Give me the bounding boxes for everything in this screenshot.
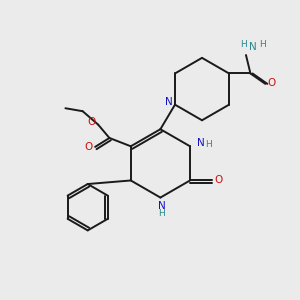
Text: H: H — [259, 40, 266, 49]
Text: O: O — [85, 142, 93, 152]
Text: N: N — [249, 42, 256, 52]
Text: O: O — [215, 176, 223, 185]
Text: O: O — [268, 78, 276, 88]
Text: O: O — [87, 117, 95, 127]
Text: N: N — [158, 201, 166, 211]
Text: H: H — [205, 140, 212, 149]
Text: H: H — [158, 208, 165, 217]
Text: N: N — [196, 138, 204, 148]
Text: H: H — [240, 40, 247, 49]
Text: N: N — [165, 97, 172, 107]
